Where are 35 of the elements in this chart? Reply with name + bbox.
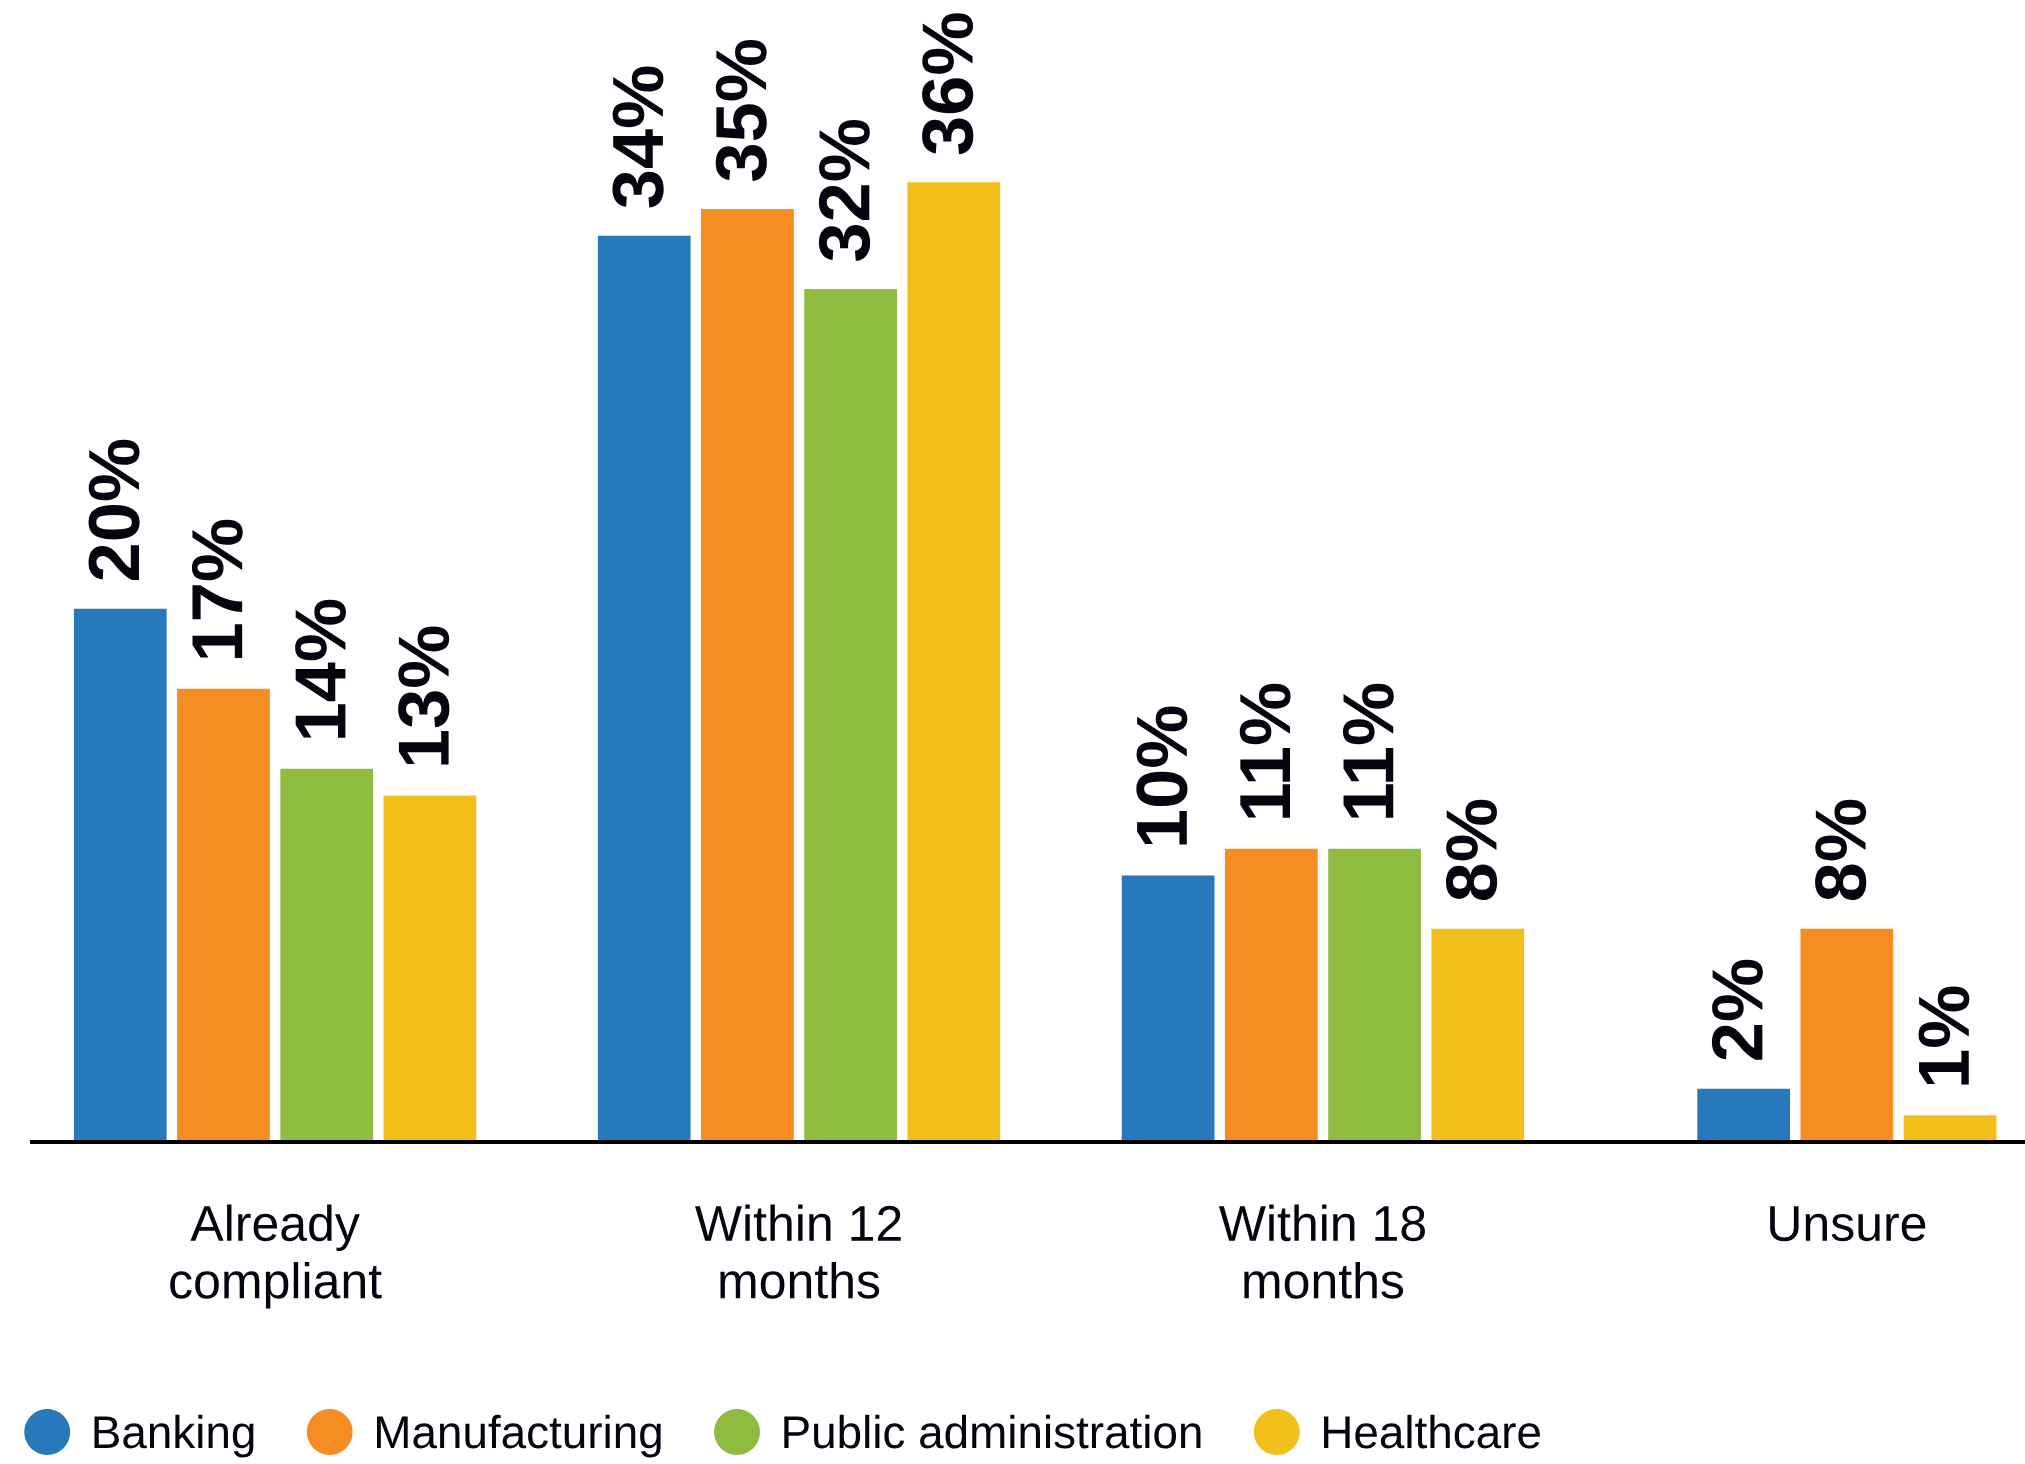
legend-label: Public administration bbox=[784, 1414, 1201, 1449]
data-label: 2% bbox=[1711, 959, 1763, 1060]
bar bbox=[1431, 928, 1525, 1142]
data-label: 32% bbox=[818, 119, 871, 261]
x-tick-label: Already compliant bbox=[170, 1204, 382, 1309]
bar bbox=[1121, 875, 1215, 1142]
bar bbox=[907, 182, 1001, 1142]
bar bbox=[701, 208, 794, 1142]
legend-label: Manufacturing bbox=[377, 1414, 661, 1458]
bar bbox=[73, 608, 167, 1142]
data-label: 35% bbox=[715, 39, 767, 181]
data-label: 8% bbox=[1446, 799, 1498, 901]
bar bbox=[280, 768, 374, 1142]
data-label: 11% bbox=[1239, 683, 1291, 818]
bar bbox=[383, 795, 477, 1142]
bar bbox=[177, 688, 270, 1142]
data-label: 14% bbox=[295, 599, 346, 738]
data-label: 34% bbox=[612, 66, 664, 208]
x-tick-label: Within 18 months bbox=[1218, 1204, 1425, 1299]
x-tick-label: Within 12 months bbox=[695, 1204, 901, 1299]
data-label: 10% bbox=[1136, 706, 1188, 845]
bar bbox=[597, 235, 691, 1142]
bar bbox=[1328, 848, 1421, 1142]
data-label: 20% bbox=[88, 439, 140, 580]
legend-label: Healthcare bbox=[1324, 1414, 1540, 1449]
legend-label: Banking bbox=[94, 1414, 254, 1458]
bar bbox=[1224, 848, 1318, 1142]
data-label: 8% bbox=[1815, 799, 1867, 901]
data-label: 1% bbox=[1918, 986, 1970, 1085]
data-label: 17% bbox=[191, 519, 243, 658]
x-tick-label: Unsure bbox=[1770, 1206, 1926, 1242]
data-label: 13% bbox=[398, 626, 450, 765]
data-label: 11% bbox=[1342, 683, 1394, 818]
bar bbox=[804, 288, 897, 1142]
data-label: 36% bbox=[922, 13, 974, 155]
